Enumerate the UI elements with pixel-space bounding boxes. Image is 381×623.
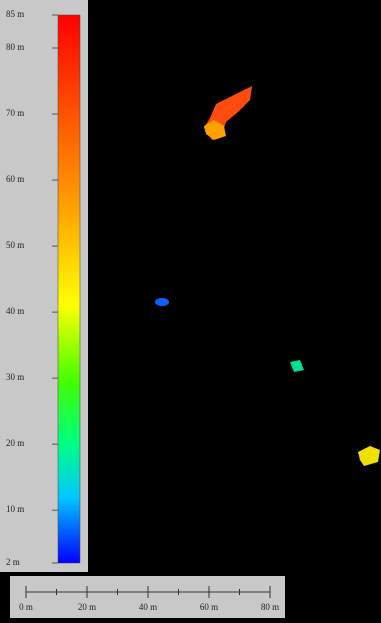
scalebar-tick-label: 60 m xyxy=(200,602,218,612)
colorbar-tick-label: 40 m xyxy=(6,306,24,316)
colorbar-tick-label: 30 m xyxy=(6,372,24,382)
colorbar-tick-label: 70 m xyxy=(6,108,24,118)
scalebar-tick-label: 20 m xyxy=(78,602,96,612)
colorbar-tick-label: 80 m xyxy=(6,42,24,52)
scalebar-tick-label: 0 m xyxy=(19,602,33,612)
colorbar-tick-label: 50 m xyxy=(6,240,24,250)
colorbar-tick-label: 20 m xyxy=(6,438,24,448)
viewer: 85 m 80 m 70 m 60 m 50 m 40 m 30 m 20 m 10 m 2 m 0… xyxy=(0,0,381,623)
point-cluster xyxy=(155,298,169,306)
colorbar-tick-label: 2 m xyxy=(6,557,20,567)
scalebar-tick-label: 80 m xyxy=(261,602,279,612)
colorbar xyxy=(58,15,80,563)
colorbar-tick-label: 60 m xyxy=(6,174,24,184)
scalebar-tick-label: 40 m xyxy=(139,602,157,612)
colorbar-tick-label: 85 m xyxy=(6,9,24,19)
page: 85 m 80 m 70 m 60 m 50 m 40 m 30 m 20 m 10 m 2 m 0… xyxy=(0,0,381,623)
colorbar-tick-label: 10 m xyxy=(6,504,24,514)
